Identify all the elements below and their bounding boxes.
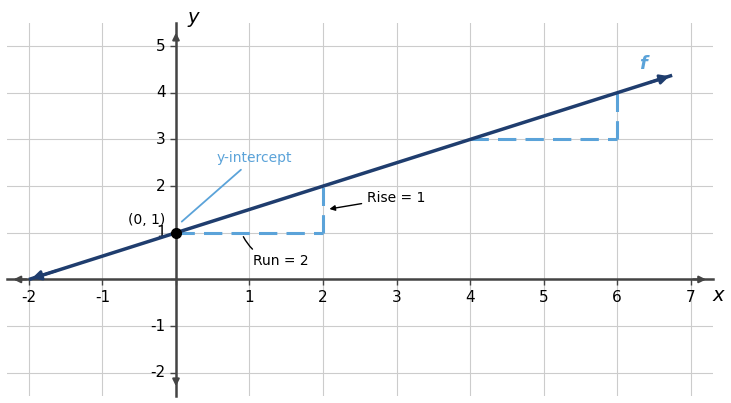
Text: y: y [187, 8, 199, 27]
Text: f: f [639, 55, 647, 73]
Text: x: x [713, 287, 724, 305]
Text: Run = 2: Run = 2 [243, 237, 308, 268]
Text: y-intercept: y-intercept [182, 151, 292, 222]
Text: (0, 1): (0, 1) [128, 213, 165, 227]
Text: Rise = 1: Rise = 1 [331, 191, 425, 210]
